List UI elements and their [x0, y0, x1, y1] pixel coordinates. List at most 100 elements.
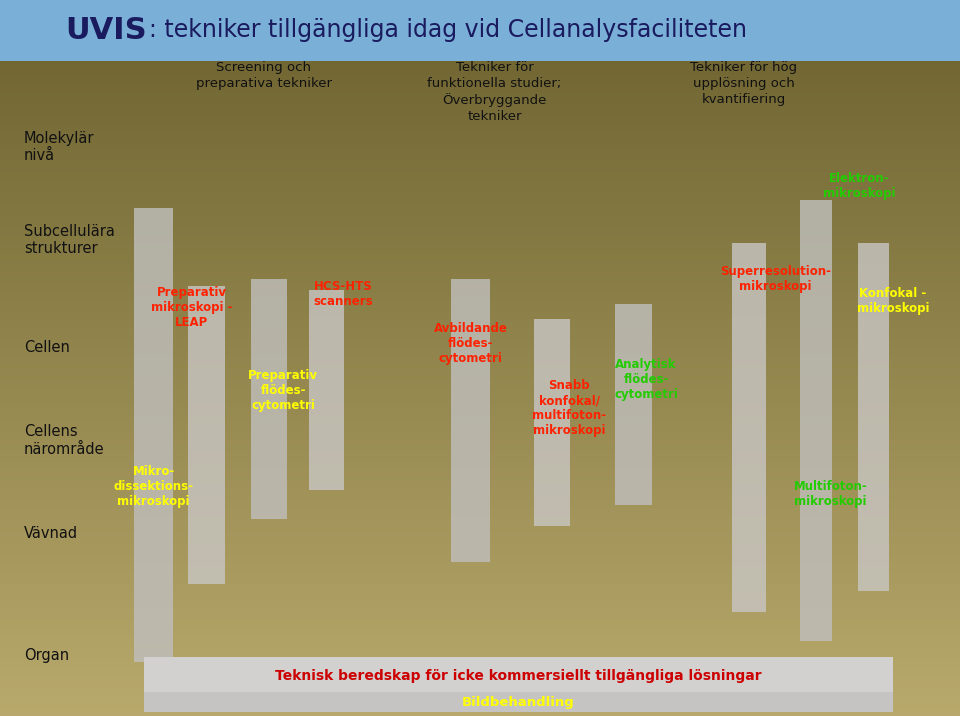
Bar	[0, 258, 960, 261]
Bar	[0, 555, 960, 558]
Bar	[0, 483, 960, 487]
Bar	[0, 211, 960, 215]
Bar	[0, 437, 960, 440]
Bar	[0, 168, 960, 172]
Bar	[0, 634, 960, 637]
Bar	[0, 405, 960, 408]
Bar	[0, 390, 960, 394]
Bar	[0, 476, 960, 480]
Bar	[0, 200, 960, 204]
Bar	[0, 702, 960, 705]
Bar	[0, 90, 960, 93]
Bar	[0, 401, 960, 405]
Bar	[0, 541, 960, 544]
Bar	[0, 136, 960, 140]
Bar	[0, 616, 960, 619]
Bar	[0, 659, 960, 662]
Text: Screening och
preparativa tekniker: Screening och preparativa tekniker	[196, 61, 332, 90]
Bar	[0, 333, 960, 337]
Bar	[0, 14, 960, 18]
Text: Vävnad: Vävnad	[24, 526, 78, 541]
Bar	[0, 186, 960, 190]
Bar	[0, 666, 960, 669]
Text: Tekniker för hög
upplösning och
kvantifiering: Tekniker för hög upplösning och kvantifi…	[690, 61, 798, 106]
Bar	[0, 551, 960, 555]
Bar	[0, 54, 960, 57]
Bar	[0, 480, 960, 483]
Bar	[0, 473, 960, 476]
Text: Preparativ
flödes-
cytometri: Preparativ flödes- cytometri	[249, 369, 318, 412]
Bar	[0, 326, 960, 329]
Bar	[0, 619, 960, 623]
Text: Tekniker för
funktionella studier;
Överbryggande
tekniker: Tekniker för funktionella studier; Överb…	[427, 61, 562, 123]
Bar	[0, 319, 960, 322]
Bar	[0, 573, 960, 576]
Bar	[0, 580, 960, 584]
Bar	[0, 508, 960, 512]
Bar	[0, 422, 960, 426]
Bar	[0, 430, 960, 433]
Bar	[0, 240, 960, 243]
FancyBboxPatch shape	[858, 243, 889, 591]
Bar	[0, 197, 960, 200]
Bar	[0, 154, 960, 158]
Bar	[0, 458, 960, 462]
Text: Superresolution-
mikroskopi: Superresolution- mikroskopi	[720, 265, 831, 294]
Text: Avbildande
flödes-
cytometri: Avbildande flödes- cytometri	[434, 322, 507, 365]
Bar	[0, 673, 960, 677]
Bar	[0, 562, 960, 566]
Bar	[0, 21, 960, 25]
Bar	[0, 533, 960, 537]
Bar	[0, 243, 960, 247]
Bar	[0, 705, 960, 709]
FancyBboxPatch shape	[0, 0, 960, 61]
Bar	[0, 218, 960, 222]
Bar	[0, 351, 960, 354]
Bar	[0, 358, 960, 362]
Bar	[0, 308, 960, 311]
Bar	[0, 695, 960, 698]
Bar	[0, 39, 960, 43]
Text: Subcellulära
strukturer: Subcellulära strukturer	[24, 223, 115, 256]
Bar	[0, 147, 960, 150]
Bar	[0, 687, 960, 691]
FancyBboxPatch shape	[615, 304, 652, 505]
Text: Multifoton-
mikroskopi: Multifoton- mikroskopi	[794, 480, 867, 508]
Bar	[0, 165, 960, 168]
Bar	[0, 490, 960, 494]
Bar	[0, 193, 960, 197]
Bar	[0, 251, 960, 254]
Bar	[0, 465, 960, 469]
Bar	[0, 100, 960, 104]
Bar	[0, 286, 960, 290]
Bar	[0, 279, 960, 283]
Bar	[0, 175, 960, 179]
Bar	[0, 125, 960, 129]
Bar	[0, 311, 960, 315]
Bar	[0, 247, 960, 251]
Bar	[0, 36, 960, 39]
Bar	[0, 469, 960, 473]
Bar	[0, 712, 960, 716]
Bar	[0, 43, 960, 47]
Bar	[0, 57, 960, 61]
Bar	[0, 609, 960, 612]
Bar	[0, 558, 960, 562]
Bar	[0, 365, 960, 369]
Bar	[0, 451, 960, 455]
Bar	[0, 379, 960, 383]
Bar	[0, 362, 960, 365]
Bar	[0, 115, 960, 118]
Bar	[0, 415, 960, 419]
Bar	[0, 18, 960, 21]
FancyBboxPatch shape	[134, 208, 173, 662]
Text: Cellens
närområde: Cellens närområde	[24, 424, 105, 457]
Bar	[0, 372, 960, 376]
Bar	[0, 408, 960, 412]
Bar	[0, 97, 960, 100]
Bar	[0, 691, 960, 695]
Bar	[0, 104, 960, 107]
Bar	[0, 383, 960, 387]
Bar	[0, 397, 960, 401]
Bar	[0, 387, 960, 390]
